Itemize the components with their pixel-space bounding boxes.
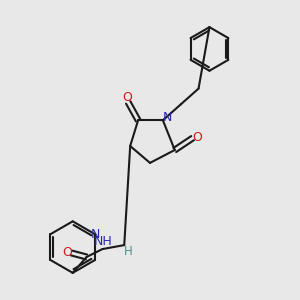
Text: NH: NH xyxy=(94,235,113,248)
Text: O: O xyxy=(62,245,72,259)
Text: O: O xyxy=(193,130,202,144)
Text: O: O xyxy=(122,91,132,104)
Text: H: H xyxy=(124,244,133,258)
Text: N: N xyxy=(163,111,172,124)
Text: N: N xyxy=(90,228,100,241)
